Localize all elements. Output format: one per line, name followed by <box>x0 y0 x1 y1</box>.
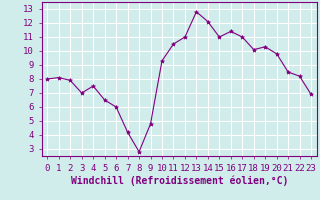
X-axis label: Windchill (Refroidissement éolien,°C): Windchill (Refroidissement éolien,°C) <box>70 175 288 186</box>
